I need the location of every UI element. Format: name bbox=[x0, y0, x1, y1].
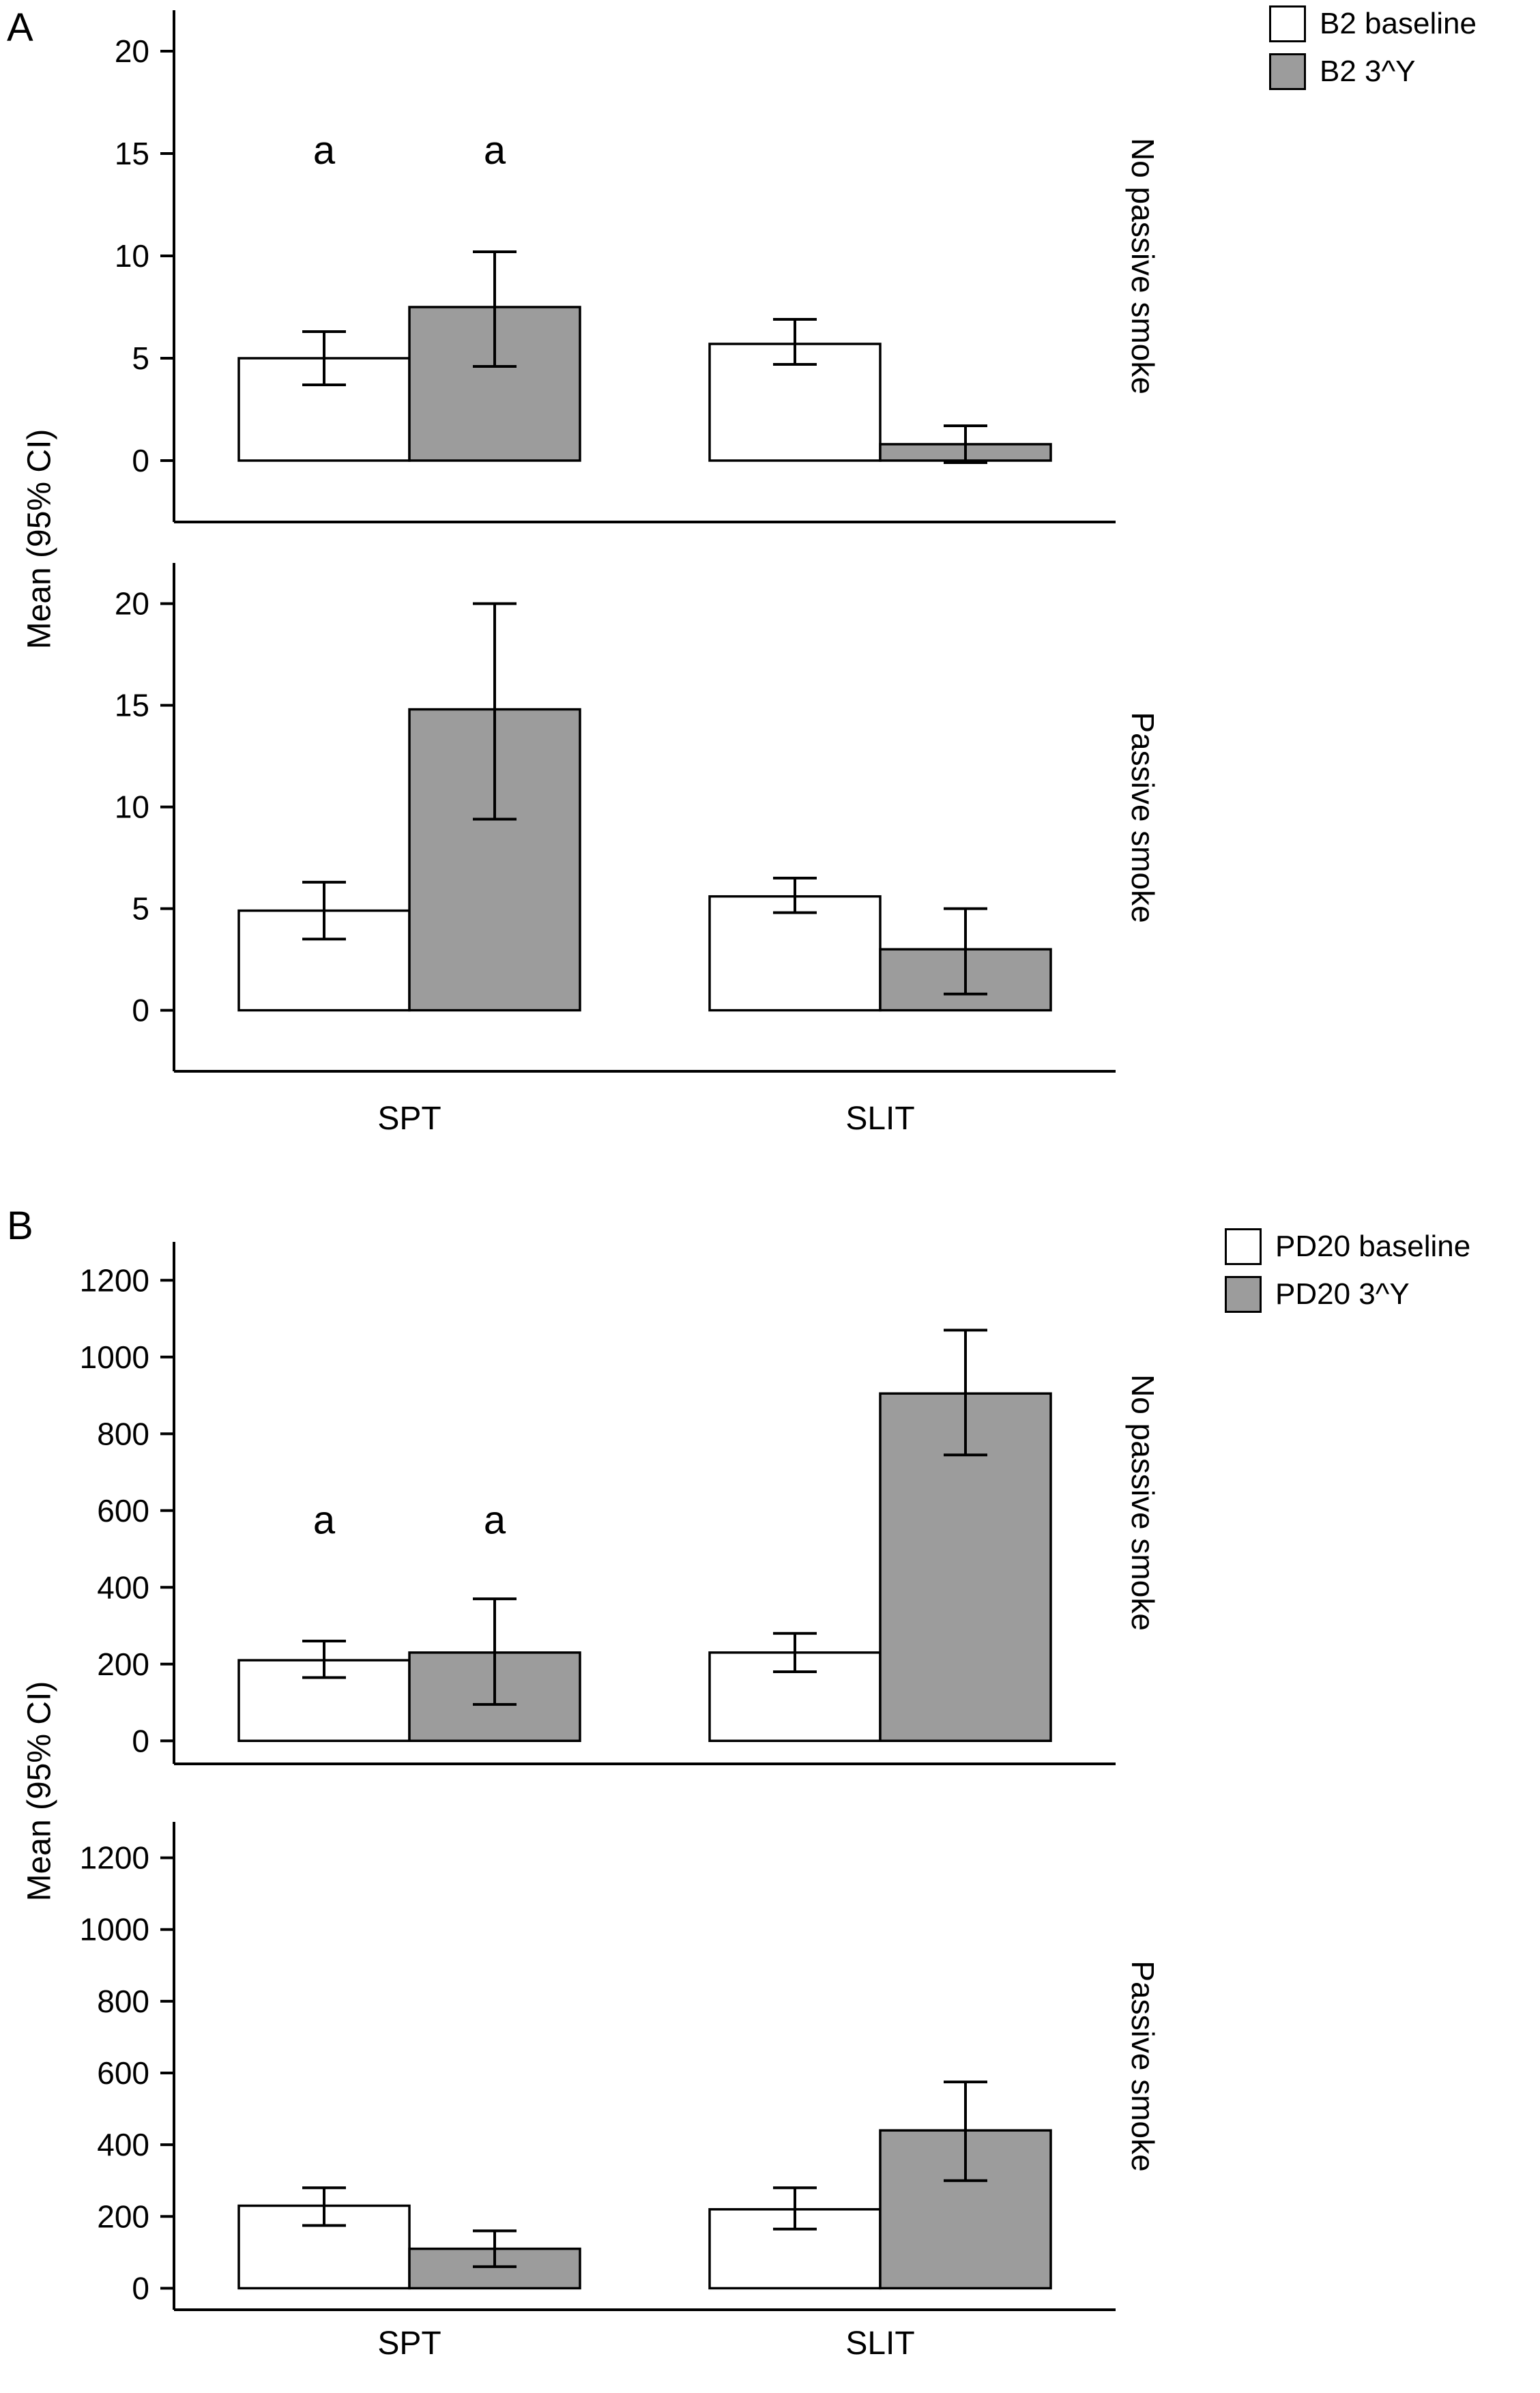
svg-text:a: a bbox=[313, 1498, 336, 1543]
svg-text:15: 15 bbox=[115, 688, 149, 723]
svg-text:a: a bbox=[484, 128, 506, 173]
legend-swatch-baseline bbox=[1269, 5, 1306, 42]
legend-label-pd20-baseline: PD20 baseline bbox=[1275, 1229, 1471, 1263]
svg-text:1000: 1000 bbox=[80, 1912, 149, 1947]
svg-text:SPT: SPT bbox=[377, 2325, 441, 2362]
panel-a: A Mean (95% CI) 0 5 10 15 20 a a 0 5 10 15 20 SPT SL… bbox=[7, 5, 1477, 1137]
facet-label-b-no-passive-smoke: No passive smoke bbox=[1125, 1374, 1161, 1631]
svg-text:600: 600 bbox=[97, 2055, 149, 2091]
svg-text:200: 200 bbox=[97, 2199, 149, 2234]
bar-chart-b-passive-smoke: 0 200 400 600 800 1000 1200 SPT SLIT bbox=[80, 1822, 1116, 2362]
svg-text:SLIT: SLIT bbox=[845, 2325, 914, 2362]
legend-item-pd20-baseline: PD20 baseline bbox=[1225, 1228, 1470, 1265]
svg-text:400: 400 bbox=[97, 2127, 149, 2162]
svg-text:0: 0 bbox=[132, 1723, 149, 1758]
facet-label-b-passive-smoke: Passive smoke bbox=[1125, 1960, 1161, 2172]
legend-swatch-3y bbox=[1269, 53, 1306, 90]
svg-text:800: 800 bbox=[97, 1984, 149, 2019]
legend-panel-b: PD20 baseline PD20 3^Y bbox=[1225, 1228, 1470, 1324]
legend-item-b2-baseline: B2 baseline bbox=[1269, 5, 1477, 42]
svg-text:0: 0 bbox=[132, 993, 149, 1028]
svg-text:20: 20 bbox=[115, 33, 149, 69]
bar-chart-b-no-passive-smoke: 0 200 400 600 800 1000 1200 a a bbox=[80, 1242, 1116, 1765]
legend-label-pd20-3y: PD20 3^Y bbox=[1275, 1277, 1410, 1311]
facet-label-a-no-passive-smoke: No passive smoke bbox=[1125, 138, 1161, 394]
legend-swatch-baseline bbox=[1225, 1228, 1262, 1265]
bar-chart-a-no-passive-smoke: 0 5 10 15 20 a a bbox=[115, 10, 1116, 523]
svg-text:10: 10 bbox=[115, 789, 149, 825]
panel-b: B Mean (95% CI) 0 200 400 600 800 1000 1200 a a … bbox=[0, 1201, 1540, 2393]
legend-panel-a: B2 baseline B2 3^Y bbox=[1269, 5, 1477, 101]
svg-text:5: 5 bbox=[132, 891, 149, 927]
panel-b-label: B bbox=[7, 1204, 33, 1248]
svg-text:5: 5 bbox=[132, 340, 149, 376]
svg-text:600: 600 bbox=[97, 1493, 149, 1528]
svg-text:1000: 1000 bbox=[80, 1339, 149, 1375]
svg-text:0: 0 bbox=[132, 443, 149, 478]
svg-text:15: 15 bbox=[115, 136, 149, 171]
legend-item-pd20-3y: PD20 3^Y bbox=[1225, 1276, 1470, 1313]
facet-label-a-passive-smoke: Passive smoke bbox=[1125, 712, 1161, 923]
svg-text:200: 200 bbox=[97, 1647, 149, 1682]
svg-text:20: 20 bbox=[115, 586, 149, 622]
panel-a-label: A bbox=[7, 5, 33, 50]
svg-text:a: a bbox=[313, 128, 336, 173]
legend-label-b2-3y: B2 3^Y bbox=[1320, 54, 1416, 88]
svg-text:400: 400 bbox=[97, 1569, 149, 1605]
legend-swatch-3y bbox=[1225, 1276, 1262, 1313]
legend-label-b2-baseline: B2 baseline bbox=[1320, 6, 1477, 40]
svg-text:10: 10 bbox=[115, 238, 149, 274]
svg-text:1200: 1200 bbox=[80, 1840, 149, 1876]
svg-text:1200: 1200 bbox=[80, 1262, 149, 1298]
legend-item-b2-3y: B2 3^Y bbox=[1269, 53, 1477, 90]
bar-chart-a-passive-smoke: 0 5 10 15 20 SPT SLIT bbox=[115, 563, 1116, 1137]
svg-text:SPT: SPT bbox=[377, 1101, 441, 1137]
svg-text:a: a bbox=[484, 1498, 506, 1543]
svg-text:SLIT: SLIT bbox=[845, 1101, 914, 1137]
svg-text:0: 0 bbox=[132, 2270, 149, 2306]
svg-text:800: 800 bbox=[97, 1416, 149, 1451]
